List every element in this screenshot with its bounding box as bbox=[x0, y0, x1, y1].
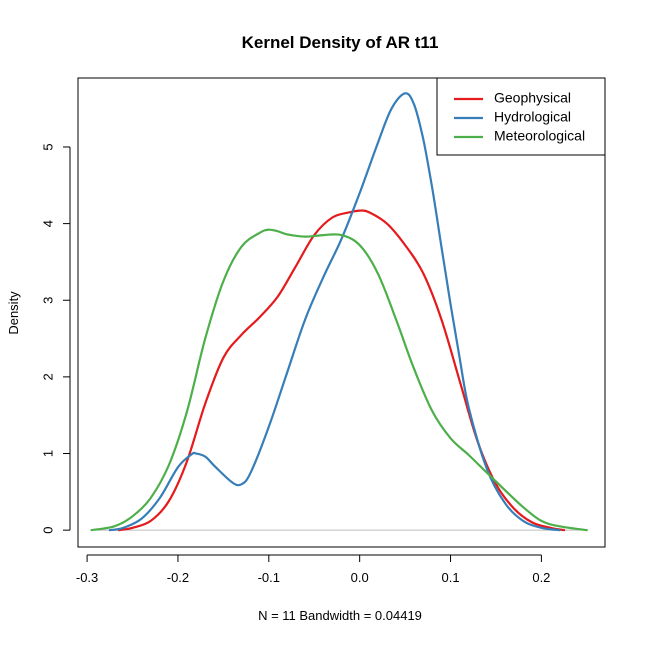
legend: Geophysical Hydrological Meteorological bbox=[436, 77, 606, 156]
x-tick-label: -0.3 bbox=[76, 570, 98, 585]
series-line-hydrological bbox=[108, 92, 561, 532]
plot-frame bbox=[77, 77, 606, 548]
legend-label: Meteorological bbox=[494, 128, 585, 144]
legend-label: Hydrological bbox=[494, 109, 571, 125]
legend-box bbox=[436, 77, 606, 156]
series-line-meteorological bbox=[90, 228, 588, 532]
x-axis-label: N = 11 Bandwidth = 0.04419 bbox=[258, 608, 422, 623]
y-tick-label: 4 bbox=[40, 220, 55, 227]
plot-layer bbox=[90, 92, 588, 532]
y-tick-label: 3 bbox=[40, 297, 55, 304]
x-tick-label: -0.2 bbox=[167, 570, 189, 585]
x-tick-label: 0.0 bbox=[351, 570, 369, 585]
axes-layer: -0.3 -0.2 -0.1 0.0 0.1 0.2 0 1 2 3 4 5 bbox=[40, 143, 550, 585]
chart-title: Kernel Density of AR t11 bbox=[242, 33, 439, 52]
y-tick-label: 0 bbox=[40, 527, 55, 534]
y-tick-label: 5 bbox=[40, 143, 55, 150]
series-line-geophysical bbox=[117, 209, 566, 532]
y-tick-label: 1 bbox=[40, 450, 55, 457]
x-tick-label: 0.1 bbox=[441, 570, 459, 585]
y-tick-label: 2 bbox=[40, 373, 55, 380]
legend-label: Geophysical bbox=[494, 90, 571, 106]
y-axis-label: Density bbox=[6, 291, 21, 335]
x-tick-label: 0.2 bbox=[532, 570, 550, 585]
x-tick-label: -0.1 bbox=[258, 570, 280, 585]
